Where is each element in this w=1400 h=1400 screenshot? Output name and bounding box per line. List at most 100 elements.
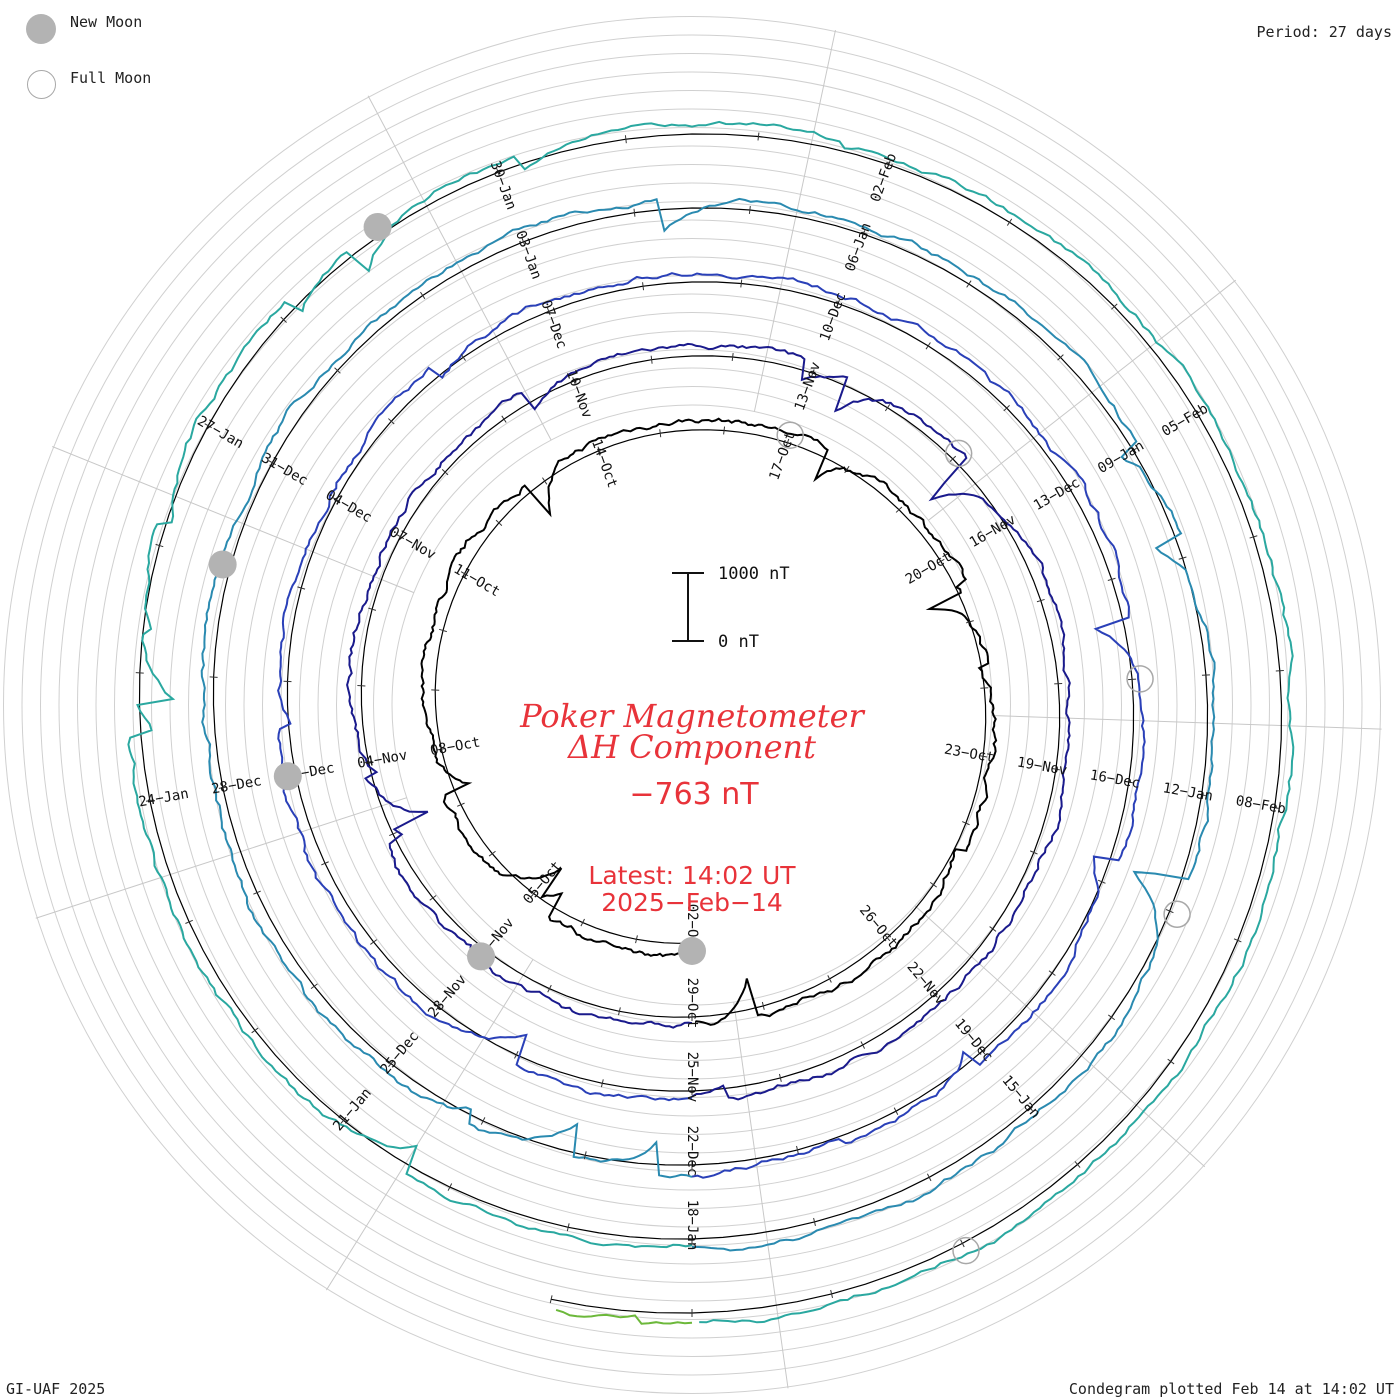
day-tick: [884, 934, 891, 942]
grid-spoke: [928, 279, 1237, 521]
day-tick: [830, 1289, 833, 1298]
day-tick: [572, 376, 576, 385]
day-tick: [368, 607, 377, 611]
day-tick: [778, 1073, 782, 1082]
day-tick: [580, 918, 585, 927]
date-label: 09−Jan: [1095, 438, 1147, 477]
date-label: 19−Nov: [1016, 754, 1069, 779]
day-tick: [460, 571, 469, 577]
trace-turn-5: [127, 120, 1295, 1324]
day-tick: [1057, 354, 1064, 361]
new-moon-marker: [467, 942, 496, 971]
day-tick: [836, 299, 840, 308]
day-tick: [1111, 303, 1118, 310]
day-tick: [659, 429, 662, 438]
grid-ring: [3, 16, 1381, 1394]
full-moon-marker: [944, 439, 973, 468]
period-label: Period: 27 days: [1256, 23, 1392, 41]
day-tick: [929, 881, 937, 888]
day-tick: [618, 1007, 621, 1016]
date-label: 28−Dec: [210, 773, 263, 798]
day-tick: [844, 465, 850, 474]
day-tick: [600, 1079, 604, 1088]
chart-subtitle: ΔH Component: [566, 728, 816, 766]
new-moon-marker: [208, 550, 237, 579]
day-tick: [895, 506, 903, 513]
day-tick: [514, 1051, 519, 1059]
day-tick: [370, 939, 378, 945]
day-tick: [549, 1295, 553, 1304]
grid-spoke: [325, 959, 534, 1291]
grid-ring: [336, 349, 1048, 1061]
day-tick: [251, 1027, 259, 1034]
date-label: 04−Dec: [323, 487, 375, 526]
day-tick: [962, 821, 970, 826]
day-tick: [480, 1117, 486, 1125]
day-tick: [989, 926, 997, 932]
day-tick: [796, 1145, 799, 1154]
day-tick: [389, 831, 397, 837]
day-tick: [1027, 1104, 1033, 1112]
grid-ring: [77, 90, 1307, 1320]
day-tick: [979, 755, 988, 758]
full-moon-marker: [952, 1236, 980, 1265]
date-label: 08−Oct: [429, 734, 482, 759]
new-moon-marker: [678, 937, 706, 965]
day-tick: [145, 799, 154, 802]
day-tick: [1233, 938, 1242, 943]
day-tick: [861, 230, 866, 239]
day-tick: [757, 132, 760, 141]
day-tick: [460, 353, 466, 361]
current-value: −763 nT: [629, 777, 759, 812]
day-tick: [931, 991, 938, 998]
day-tick: [420, 291, 426, 300]
date-label: 27−Jan: [194, 413, 246, 452]
day-tick: [280, 316, 287, 323]
day-tick: [893, 1107, 899, 1115]
day-tick: [1124, 780, 1133, 784]
day-tick: [1129, 447, 1137, 453]
date-label: 12−Jan: [1162, 780, 1215, 805]
date-label: 16−Dec: [1089, 767, 1142, 792]
latest-time: Latest: 14:02 UT: [588, 861, 796, 890]
day-tick: [1197, 793, 1206, 797]
day-tick: [1270, 806, 1279, 809]
date-label: 14−Oct: [588, 437, 620, 490]
day-tick: [1249, 535, 1258, 539]
day-tick: [1036, 598, 1045, 603]
date-label: 23−Oct: [943, 742, 996, 767]
scale-top-label: 1000 nT: [718, 564, 790, 584]
day-tick: [1178, 556, 1187, 560]
day-tick: [925, 342, 931, 350]
day-tick: [501, 415, 507, 423]
day-tick: [886, 160, 891, 169]
chart-title: Poker Magnetometer: [519, 697, 865, 735]
new-moon-marker: [363, 212, 392, 241]
day-tick: [1051, 767, 1060, 771]
day-tick: [488, 850, 496, 857]
grid-spokes: [35, 29, 1382, 1389]
day-tick: [965, 620, 974, 624]
grid-spoke: [52, 446, 415, 594]
day-tick: [949, 455, 957, 463]
grid-ring: [21, 34, 1363, 1376]
grid-ring: [317, 330, 1067, 1080]
day-tick: [960, 1239, 965, 1248]
day-tick: [926, 1173, 932, 1182]
footer-plot-time: Condegram plotted Feb 14 at 14:02 UT: [1068, 1380, 1394, 1398]
day-tick: [437, 747, 446, 751]
day-tick: [1193, 410, 1201, 416]
full-moon-marker: [1163, 900, 1191, 928]
day-tick: [364, 760, 373, 764]
date-label: 24−Jan: [137, 786, 190, 811]
day-tick: [1108, 1014, 1116, 1021]
date-label: 25−Nov: [684, 1052, 700, 1103]
grid-ring: [225, 238, 1159, 1172]
day-tick: [546, 307, 551, 316]
day-tick: [635, 935, 638, 944]
day-tick: [439, 628, 447, 633]
day-tick: [583, 1151, 587, 1160]
date-label: 31−Dec: [259, 450, 311, 489]
date-label: 13−Nov: [792, 360, 824, 413]
